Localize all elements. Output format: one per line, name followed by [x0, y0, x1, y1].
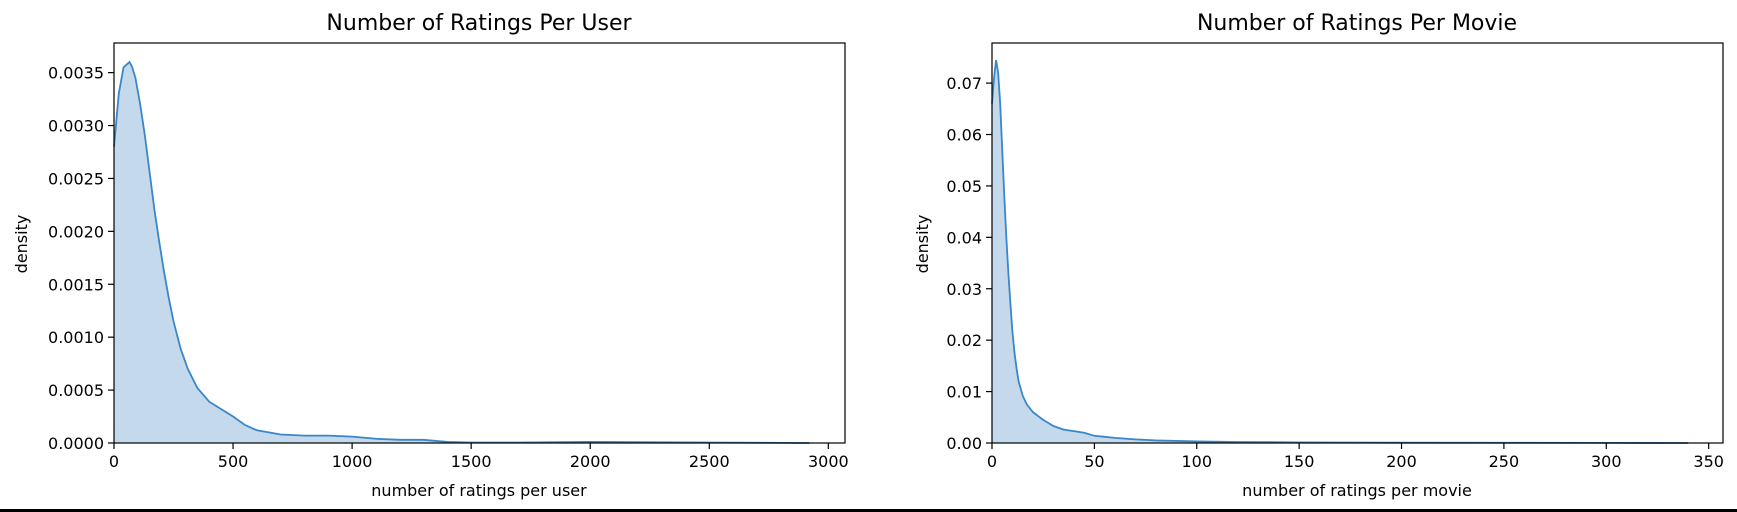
x-tick-label: 200 [1386, 452, 1417, 471]
y-tick-label: 0.02 [946, 331, 982, 350]
y-tick-label: 0.0030 [48, 117, 104, 136]
x-axis-ticks: 0 500 1000 1500 2000 2500 3000 [109, 443, 849, 471]
density-area-fill [114, 62, 810, 444]
y-tick-label: 0.0010 [48, 328, 104, 347]
x-tick-label: 3000 [808, 452, 849, 471]
x-tick-label: 1500 [451, 452, 492, 471]
density-curve [991, 59, 1689, 444]
y-tick-label: 0.05 [946, 177, 982, 196]
plot-frame [113, 42, 846, 444]
density-area-fill [992, 59, 1689, 443]
chart-title: Number of Ratings Per Movie [1197, 11, 1517, 36]
x-tick-label: 2500 [689, 452, 730, 471]
x-tick-label: 0 [109, 452, 119, 471]
density-curve [113, 60, 810, 444]
x-tick-label: 500 [218, 452, 249, 471]
x-axis-label: number of ratings per user [371, 481, 587, 500]
y-tick-label: 0.0025 [48, 169, 104, 188]
x-tick-label: 300 [1591, 452, 1622, 471]
y-tick-label: 0.0000 [48, 434, 104, 453]
y-axis-ticks: 0.0000 0.0005 0.0010 0.0015 0.0020 0.0025 0.00… [48, 64, 114, 453]
y-axis-label: density [12, 215, 31, 274]
x-axis-ticks: 0 50 100 150 200 250 300 350 [987, 443, 1724, 471]
y-tick-label: 0.06 [946, 126, 982, 145]
x-tick-label: 150 [1284, 452, 1315, 471]
x-tick-label: 250 [1489, 452, 1520, 471]
x-tick-label: 0 [987, 452, 997, 471]
y-tick-label: 0.0005 [48, 381, 104, 400]
y-axis-ticks: 0.00 0.01 0.02 0.03 0.04 0.05 0.06 0.07 [946, 74, 992, 453]
y-tick-label: 0.0015 [48, 275, 104, 294]
plot-frame [991, 42, 1724, 444]
y-tick-label: 0.01 [946, 383, 982, 402]
chart-ratings-per-movie: Number of Ratings Per Movie 0 50 100 150 200… [913, 11, 1724, 500]
y-tick-label: 0.0035 [48, 64, 104, 83]
bottom-border [0, 509, 1737, 512]
y-tick-label: 0.03 [946, 280, 982, 299]
x-axis-label: number of ratings per movie [1242, 481, 1472, 500]
y-tick-label: 0.00 [946, 434, 982, 453]
x-tick-label: 50 [1084, 452, 1104, 471]
x-tick-label: 2000 [570, 452, 611, 471]
y-tick-label: 0.07 [946, 74, 982, 93]
chart-ratings-per-user: Number of Ratings Per User 0 500 1000 1500 2… [12, 11, 849, 500]
y-axis-label: density [913, 215, 932, 274]
x-tick-label: 350 [1693, 452, 1724, 471]
y-tick-label: 0.0020 [48, 222, 104, 241]
x-tick-label: 1000 [332, 452, 373, 471]
y-tick-label: 0.04 [946, 228, 982, 247]
x-tick-label: 100 [1181, 452, 1212, 471]
chart-title: Number of Ratings Per User [326, 11, 632, 36]
